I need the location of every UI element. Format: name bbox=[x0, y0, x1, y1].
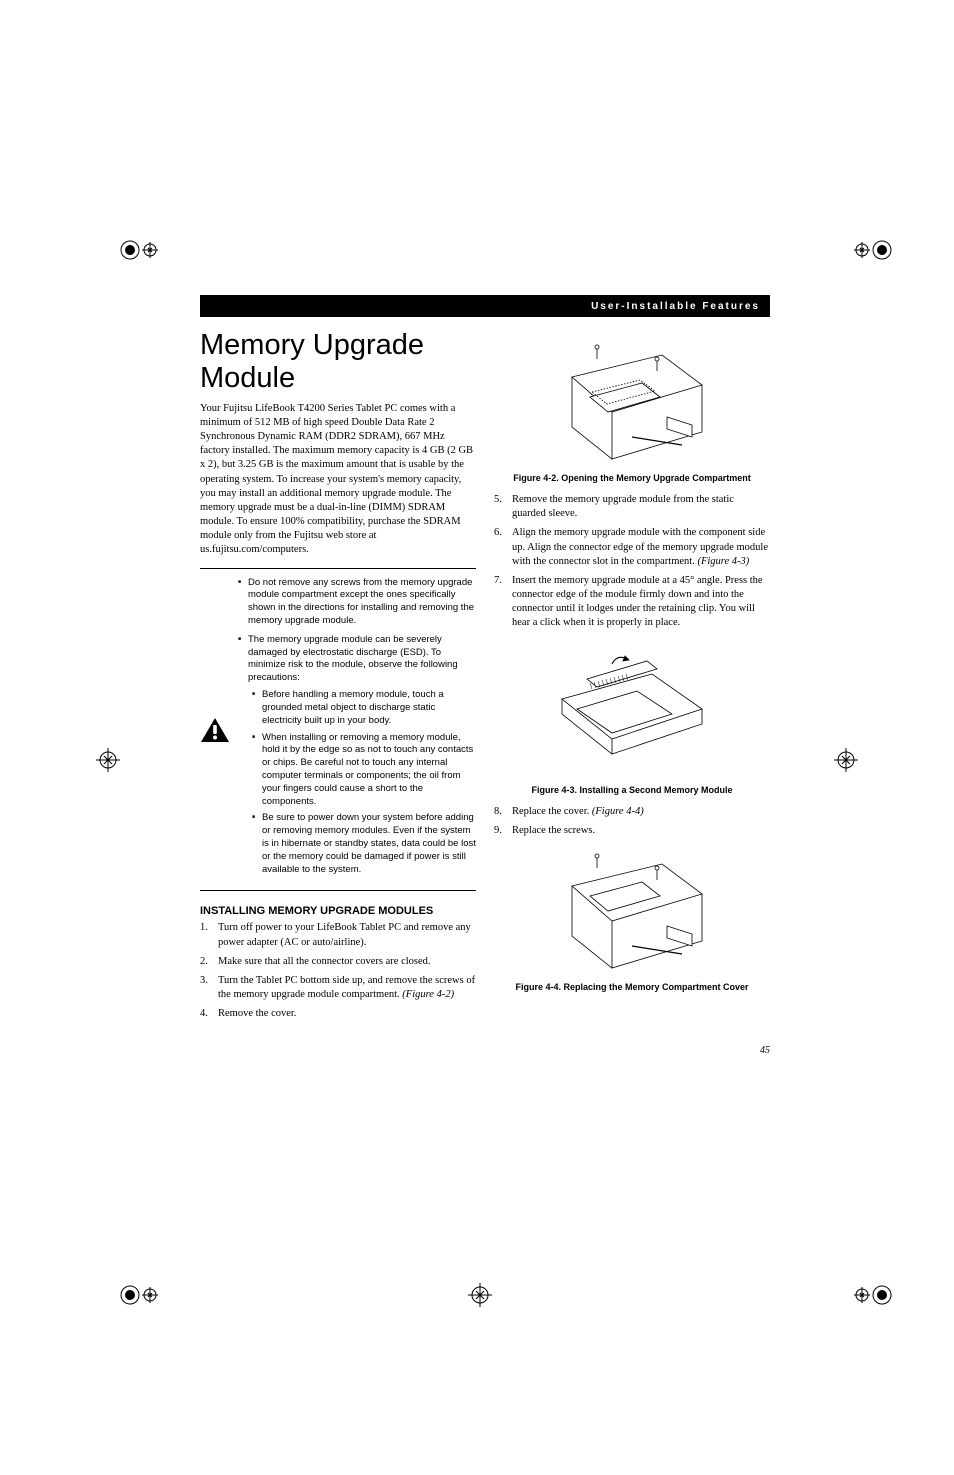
warning-icon bbox=[200, 717, 230, 743]
section-header-label: User-Installable Features bbox=[591, 301, 760, 312]
step: Make sure that all the connector covers … bbox=[200, 955, 476, 969]
figure-4-4 bbox=[494, 846, 770, 976]
warn-subbullet: Be sure to power down your system before… bbox=[248, 812, 476, 876]
registration-mark bbox=[88, 740, 128, 780]
section-header: User-Installable Features bbox=[200, 295, 770, 317]
left-column: Memory Upgrade Module Your Fujitsu LifeB… bbox=[200, 329, 476, 1026]
step: Turn the Tablet PC bottom side up, and r… bbox=[200, 974, 476, 1002]
step: Replace the cover. (Figure 4-4) bbox=[494, 805, 770, 819]
warn-bullet: Do not remove any screws from the memory… bbox=[238, 577, 476, 628]
warning-text: Do not remove any screws from the memory… bbox=[238, 577, 476, 883]
figure-caption: Figure 4-2. Opening the Memory Upgrade C… bbox=[494, 473, 770, 483]
warning-box: Do not remove any screws from the memory… bbox=[200, 568, 476, 892]
step: Insert the memory upgrade module at a 45… bbox=[494, 574, 770, 631]
install-steps-final: Replace the cover. (Figure 4-4) Replace … bbox=[494, 805, 770, 838]
registration-mark bbox=[854, 230, 894, 270]
step: Align the memory upgrade module with the… bbox=[494, 526, 770, 569]
registration-mark bbox=[854, 1275, 894, 1315]
figure-caption: Figure 4-4. Replacing the Memory Compart… bbox=[494, 982, 770, 992]
right-column: Figure 4-2. Opening the Memory Upgrade C… bbox=[494, 329, 770, 1026]
warn-bullet: The memory upgrade module can be severel… bbox=[238, 634, 476, 877]
section-heading: INSTALLING MEMORY UPGRADE MODULES bbox=[200, 905, 476, 917]
install-steps-cont: Remove the memory upgrade module from th… bbox=[494, 493, 770, 631]
page-title: Memory Upgrade Module bbox=[200, 329, 476, 396]
figure-caption: Figure 4-3. Installing a Second Memory M… bbox=[494, 785, 770, 795]
registration-mark bbox=[118, 230, 158, 270]
figure-4-3 bbox=[494, 639, 770, 779]
registration-mark bbox=[826, 740, 866, 780]
step: Turn off power to your LifeBook Tablet P… bbox=[200, 921, 476, 949]
page: User-Installable Features Memory Upgrade… bbox=[200, 295, 770, 1026]
page-number: 45 bbox=[760, 1045, 770, 1056]
intro-paragraph: Your Fujitsu LifeBook T4200 Series Table… bbox=[200, 402, 476, 558]
registration-mark bbox=[460, 1275, 500, 1315]
install-steps: Turn off power to your LifeBook Tablet P… bbox=[200, 921, 476, 1021]
step: Remove the cover. bbox=[200, 1007, 476, 1021]
warn-subbullet: When installing or removing a memory mod… bbox=[248, 732, 476, 809]
step: Remove the memory upgrade module from th… bbox=[494, 493, 770, 521]
step: Replace the screws. bbox=[494, 824, 770, 838]
registration-mark bbox=[118, 1275, 158, 1315]
figure-4-2 bbox=[494, 337, 770, 467]
warn-subbullet: Before handling a memory module, touch a… bbox=[248, 689, 476, 727]
